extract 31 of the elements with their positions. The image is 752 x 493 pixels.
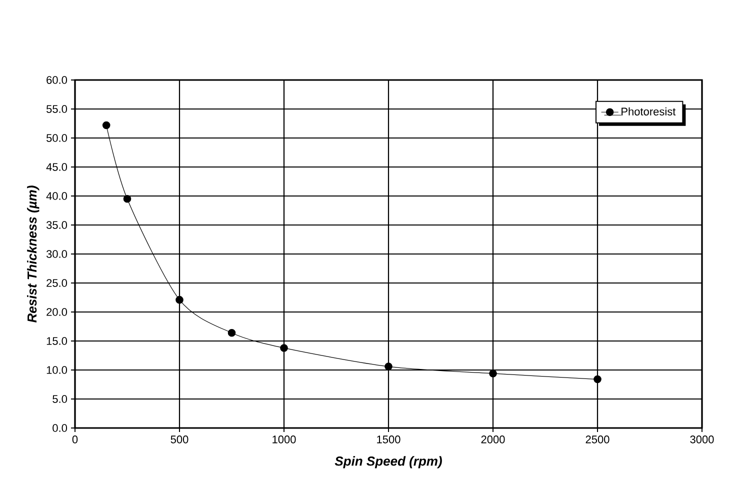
point — [123, 195, 132, 203]
point — [102, 121, 110, 130]
x-tick-label: 1500 — [377, 436, 400, 444]
point — [594, 375, 602, 384]
legend-label: Photoresist — [622, 107, 676, 116]
point — [228, 328, 236, 337]
y-tick-label: 40.0 — [46, 192, 68, 200]
point — [280, 344, 288, 352]
x-axis-title: Spin Speed (rpm) — [334, 456, 442, 468]
x-tick-label: 0 — [72, 436, 78, 444]
y-tick-label: 60.0 — [46, 76, 68, 84]
x-tick-label: 500 — [170, 436, 188, 444]
x-tick-label: 2000 — [481, 436, 505, 444]
y-tick-label: 50.0 — [46, 134, 68, 142]
y-tick-label: 25.0 — [46, 279, 68, 287]
y-tick-label: 55.0 — [46, 105, 68, 113]
y-tick-label: 30.0 — [46, 250, 68, 258]
y-axis-title: Resist Thickness (µm) — [27, 186, 40, 323]
x-tick-label: 3000 — [690, 436, 714, 444]
x-tick-label: 2500 — [586, 436, 610, 444]
point — [176, 296, 184, 304]
y-tick-label: 35.0 — [46, 221, 68, 229]
y-tick-label: 5.0 — [52, 395, 68, 403]
x-tick-label: 1000 — [272, 436, 296, 444]
y-tick-label: 10.0 — [46, 366, 68, 374]
y-tick-label: 20.0 — [46, 308, 68, 316]
y-tick-label: 0.0 — [52, 424, 68, 432]
y-tick-label: 15.0 — [46, 337, 68, 345]
point — [384, 362, 392, 370]
y-tick-label: 45.0 — [46, 163, 68, 171]
point — [489, 370, 497, 378]
